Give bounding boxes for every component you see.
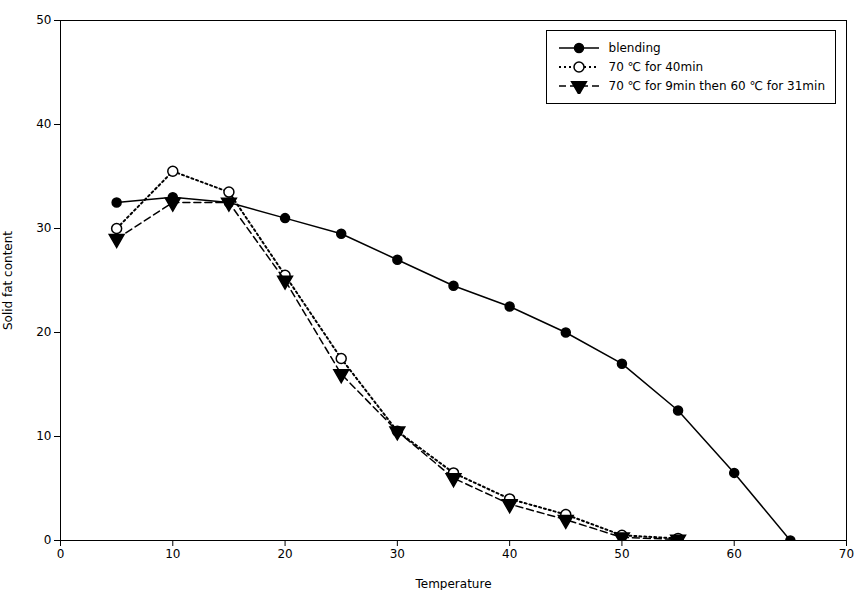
html-text:blending: blending bbox=[608, 41, 661, 55]
svg-text:40: 40 bbox=[36, 117, 51, 131]
svg-text:Temperature: Temperature bbox=[414, 577, 491, 591]
svg-text:Solid fat content: Solid fat content bbox=[1, 231, 15, 330]
html-text:70 ℃ for 40min: 70 ℃ for 40min bbox=[608, 60, 704, 74]
svg-text:40: 40 bbox=[502, 547, 517, 561]
html-text:70 ℃ for 9min then 60 ℃ for 31: 70 ℃ for 9min then 60 ℃ for 31min bbox=[608, 79, 825, 93]
svg-text:10: 10 bbox=[165, 547, 180, 561]
svg-text:20: 20 bbox=[36, 325, 51, 339]
svg-text:30: 30 bbox=[36, 221, 51, 235]
svg-text:20: 20 bbox=[277, 547, 292, 561]
svg-text:50: 50 bbox=[36, 13, 51, 27]
svg-text:70: 70 bbox=[839, 547, 854, 561]
svg-text:60: 60 bbox=[727, 547, 742, 561]
svg-text:0: 0 bbox=[57, 547, 65, 561]
svg-text:50: 50 bbox=[614, 547, 629, 561]
svg-text:30: 30 bbox=[390, 547, 405, 561]
svg-text:10: 10 bbox=[36, 429, 51, 443]
svg-text:0: 0 bbox=[44, 533, 52, 547]
